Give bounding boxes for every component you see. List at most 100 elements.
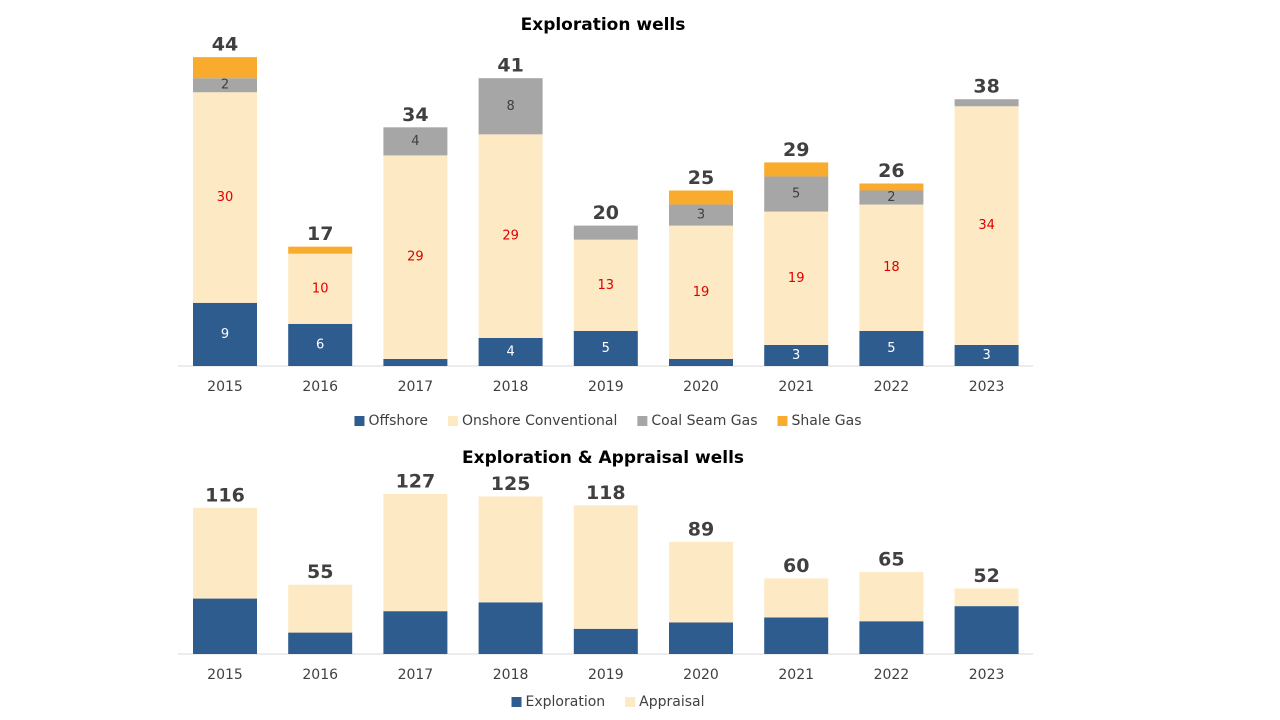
bar-segment (383, 358, 448, 366)
bar-segment (573, 239, 638, 331)
bar-segment (764, 176, 829, 212)
bar-segment (193, 598, 257, 654)
total-label: 34 (402, 104, 428, 126)
x-tick-label: 2015 (207, 379, 243, 395)
bar-segment (478, 78, 543, 135)
bar-segment (669, 358, 733, 366)
bar-segment (954, 344, 1019, 366)
bar-segment (383, 611, 448, 654)
bar-segment (288, 632, 353, 654)
bar-segment (954, 106, 1019, 345)
x-tick-label: 2016 (302, 379, 338, 395)
segment-label: 29 (502, 229, 519, 244)
segment-label: 3 (697, 208, 705, 223)
bar-segment (954, 588, 1019, 607)
bar-segment (193, 57, 257, 79)
bar-segment (859, 572, 924, 622)
x-tick-label: 2022 (874, 667, 910, 683)
segment-label: 8 (506, 99, 514, 114)
legend-swatch (625, 697, 636, 707)
x-tick-label: 2019 (588, 667, 624, 683)
total-label: 65 (878, 549, 904, 571)
segment-label: 5 (792, 187, 800, 202)
bar-segment (383, 127, 448, 156)
segment-label: 4 (506, 344, 514, 359)
bar-segment (573, 628, 638, 654)
segment-label: 9 (221, 327, 229, 342)
segment-label: 2 (887, 190, 895, 205)
segment-label: 34 (978, 218, 995, 233)
total-label: 116 (205, 484, 245, 506)
legend-label: Shale Gas (792, 413, 862, 429)
bar-segment (669, 622, 733, 654)
legend-label: Coal Seam Gas (651, 413, 757, 429)
legend-label: Appraisal (639, 694, 704, 710)
bar-segment (764, 344, 829, 366)
segment-label: 5 (887, 341, 895, 356)
total-label: 26 (878, 160, 904, 182)
x-tick-label: 2023 (969, 379, 1005, 395)
x-tick-label: 2017 (398, 379, 434, 395)
bar-segment (573, 225, 638, 240)
bar-segment (478, 496, 543, 603)
total-label: 55 (307, 561, 333, 583)
bar-segment (859, 204, 924, 331)
total-label: 20 (593, 202, 619, 224)
bar-segment (288, 246, 353, 254)
x-tick-label: 2018 (493, 667, 529, 683)
bar-segment (193, 507, 257, 599)
segment-label: 30 (217, 190, 234, 205)
bar-segment (764, 211, 829, 345)
legend-swatch (447, 416, 458, 426)
bar-segment (859, 330, 924, 366)
chart-title: Exploration & Appraisal wells (462, 448, 744, 468)
legend-swatch (511, 697, 522, 707)
total-label: 52 (973, 565, 999, 587)
total-label: 25 (688, 167, 714, 189)
legend-swatch (777, 416, 788, 426)
total-label: 125 (491, 473, 531, 495)
segment-label: 4 (411, 134, 419, 149)
x-tick-label: 2017 (398, 667, 434, 683)
legend-swatch (354, 416, 365, 426)
bar-segment (193, 78, 257, 93)
bar-segment (573, 505, 638, 629)
legend-label: Exploration (526, 694, 606, 710)
x-tick-label: 2021 (778, 667, 814, 683)
bar-segment (764, 162, 829, 177)
segment-label: 3 (982, 348, 990, 363)
legend-swatch (637, 416, 648, 426)
total-label: 127 (396, 470, 436, 492)
segment-label: 29 (407, 250, 424, 265)
segment-label: 10 (312, 281, 329, 296)
segment-label: 13 (598, 278, 615, 293)
x-tick-label: 2016 (302, 667, 338, 683)
bar-segment (859, 621, 924, 654)
bar-segment (288, 584, 353, 633)
segment-label: 19 (693, 285, 710, 300)
total-label: 29 (783, 139, 809, 161)
x-tick-label: 2021 (778, 379, 814, 395)
total-label: 60 (783, 555, 809, 577)
bar-segment (573, 330, 638, 366)
bar-segment (193, 302, 257, 366)
bar-segment (478, 337, 543, 366)
bar-segment (383, 155, 448, 359)
bar-segment (669, 225, 733, 359)
bar-segment (383, 493, 448, 612)
segment-label: 3 (792, 348, 800, 363)
segment-label: 6 (316, 337, 324, 352)
bar-segment (288, 323, 353, 366)
segment-label: 5 (602, 341, 610, 356)
segment-label: 18 (883, 260, 900, 275)
x-tick-label: 2020 (683, 667, 719, 683)
total-label: 89 (688, 518, 714, 540)
x-tick-label: 2020 (683, 379, 719, 395)
total-label: 44 (212, 34, 238, 56)
bar-segment (193, 92, 257, 303)
total-label: 118 (586, 482, 626, 504)
bar-segment (478, 602, 543, 654)
segment-label: 19 (788, 271, 805, 286)
segment-label: 2 (221, 78, 229, 93)
